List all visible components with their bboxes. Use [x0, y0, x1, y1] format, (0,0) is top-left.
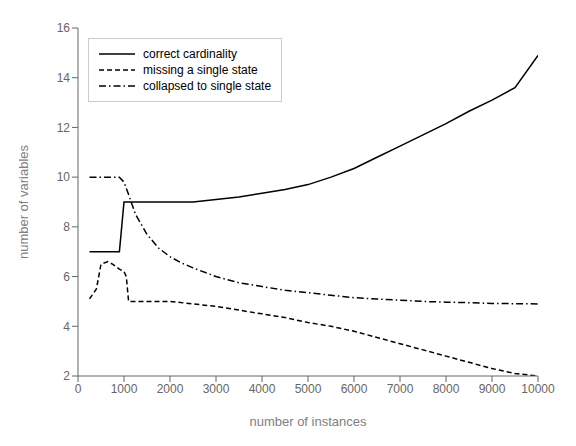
- svg-text:5000: 5000: [295, 382, 322, 396]
- svg-text:10: 10: [57, 170, 71, 184]
- svg-text:4000: 4000: [249, 382, 276, 396]
- svg-text:8: 8: [63, 220, 70, 234]
- svg-text:8000: 8000: [433, 382, 460, 396]
- svg-text:number of instances: number of instances: [249, 414, 367, 429]
- svg-text:6000: 6000: [341, 382, 368, 396]
- html-text:correct cardinality: correct cardinality: [143, 47, 237, 61]
- svg-text:6: 6: [63, 270, 70, 284]
- html-text:missing a single state: missing a single state: [143, 63, 258, 77]
- svg-text:9000: 9000: [479, 382, 506, 396]
- svg-text:0: 0: [75, 382, 82, 396]
- svg-text:14: 14: [57, 71, 71, 85]
- svg-text:number of variables: number of variables: [16, 144, 31, 259]
- svg-text:2000: 2000: [157, 382, 184, 396]
- svg-text:2: 2: [63, 369, 70, 383]
- html-text:collapsed to single state: collapsed to single state: [143, 79, 272, 93]
- svg-text:1000: 1000: [111, 382, 138, 396]
- svg-text:4: 4: [63, 320, 70, 334]
- svg-text:3000: 3000: [203, 382, 230, 396]
- svg-text:16: 16: [57, 21, 71, 35]
- svg-text:10000: 10000: [521, 382, 555, 396]
- svg-text:12: 12: [57, 121, 71, 135]
- svg-text:7000: 7000: [387, 382, 414, 396]
